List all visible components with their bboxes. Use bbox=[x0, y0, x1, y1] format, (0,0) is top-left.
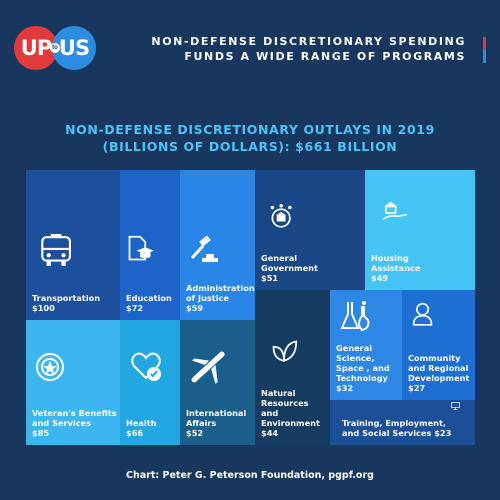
treemap-tile: Natural Resources and Environment $44 bbox=[255, 290, 330, 445]
accent-bar bbox=[483, 37, 486, 63]
treemap-tile: Education $72 bbox=[120, 170, 180, 320]
tile-category-name: Transportation bbox=[32, 293, 101, 303]
logo-to: to bbox=[50, 43, 60, 53]
treemap-tile: Training, Employment, and Social Service… bbox=[330, 400, 475, 445]
tile-label: Transportation $100 bbox=[32, 293, 100, 313]
up-to-us-logo: UP US to bbox=[14, 26, 110, 70]
tile-category-name: Housing Assistance bbox=[371, 253, 421, 273]
tile-category-name: General Science, Space , and Technology bbox=[336, 343, 390, 383]
tile-value-label: $100 bbox=[32, 303, 55, 313]
headline-line-2: FUNDS A WIDE RANGE OF PROGRAMS bbox=[184, 50, 466, 63]
tile-category-name: General Government bbox=[261, 253, 318, 273]
tile-label: General Science, Space , and Technology $… bbox=[336, 343, 390, 393]
tile-value-label: $66 bbox=[126, 428, 144, 438]
gavel-icon bbox=[188, 234, 220, 271]
leaves-icon bbox=[267, 338, 301, 371]
tile-category-name: Natural Resources and Environment bbox=[261, 388, 320, 428]
tile-label: General Government $51 bbox=[261, 253, 318, 283]
tile-value-label: $72 bbox=[126, 303, 144, 313]
treemap-tile: Administration of Justice $59 bbox=[180, 170, 255, 320]
airplane-icon bbox=[188, 350, 226, 389]
tile-label: Veteran's Benefits and Services $85 bbox=[32, 408, 117, 438]
treemap-tile: Transportation $100 bbox=[26, 170, 120, 320]
treemap-tile: General Government $51 bbox=[255, 170, 365, 290]
tile-label: Natural Resources and Environment $44 bbox=[261, 388, 320, 438]
tile-label: Training, Employment, and Social Service… bbox=[342, 418, 451, 438]
treemap-tile: Community and Regional Development $27 bbox=[402, 290, 475, 400]
graduation-cap-icon bbox=[126, 234, 154, 269]
tile-value-label: $44 bbox=[261, 428, 279, 438]
tile-value-label: $27 bbox=[408, 383, 426, 393]
tile-value-label: $85 bbox=[32, 428, 50, 438]
tile-value-label: $52 bbox=[186, 428, 204, 438]
tile-category-name: Health bbox=[126, 418, 157, 428]
tile-category-name: Education bbox=[126, 293, 172, 303]
chart-title-line-2: (BILLIONS OF DOLLARS): $661 BILLION bbox=[102, 139, 398, 154]
tile-category-name: Veteran's Benefits and Services bbox=[32, 408, 117, 428]
treemap-tile: International Affairs $52 bbox=[180, 320, 255, 445]
chart-title: NON-DEFENSE DISCRETIONARY OUTLAYS IN 201… bbox=[0, 121, 500, 155]
hand-house-icon bbox=[377, 200, 411, 231]
medal-icon bbox=[34, 350, 66, 389]
tile-label: International Affairs $52 bbox=[186, 408, 246, 438]
headline: NON-DEFENSE DISCRETIONARY SPENDING FUNDS… bbox=[151, 34, 466, 64]
headline-line-1: NON-DEFENSE DISCRETIONARY SPENDING bbox=[151, 35, 466, 48]
tile-category-name: International Affairs bbox=[186, 408, 247, 428]
tile-category-name: Community and Regional Development bbox=[408, 353, 470, 383]
tile-label: Administration of Justice $59 bbox=[186, 283, 255, 313]
source-credit: Chart: Peter G. Peterson Foundation, pgp… bbox=[126, 470, 374, 481]
tile-label: Education $72 bbox=[126, 293, 172, 313]
heart-check-icon bbox=[128, 350, 164, 387]
bus-icon bbox=[36, 234, 72, 273]
tile-value-label: $51 bbox=[261, 273, 279, 283]
tile-category-name: Administration of Justice bbox=[186, 283, 255, 303]
chart-title-line-1: NON-DEFENSE DISCRETIONARY OUTLAYS IN 201… bbox=[65, 122, 435, 137]
government-seal-icon bbox=[267, 204, 297, 237]
header: UP US to NON-DEFENSE DISCRETIONARY SPEND… bbox=[0, 0, 500, 90]
tile-label: Community and Regional Development $27 bbox=[408, 353, 469, 393]
treemap-tile: General Science, Space , and Technology $… bbox=[330, 290, 402, 400]
computer-icon bbox=[450, 402, 468, 423]
treemap-tile: Housing Assistance $49 bbox=[365, 170, 475, 290]
tile-value-label: $49 bbox=[371, 273, 389, 283]
tile-value-label: $32 bbox=[336, 383, 354, 393]
person-icon bbox=[412, 300, 438, 335]
tile-category-name: Training, Employment, and Social Service… bbox=[342, 418, 452, 438]
treemap-tile: Veteran's Benefits and Services $85 bbox=[26, 320, 120, 445]
tile-label: Housing Assistance $49 bbox=[371, 253, 420, 283]
tile-value-label: $59 bbox=[186, 303, 204, 313]
treemap-tile: Health $66 bbox=[120, 320, 180, 445]
flasks-icon bbox=[340, 300, 372, 337]
tile-label: Health $66 bbox=[126, 418, 156, 438]
